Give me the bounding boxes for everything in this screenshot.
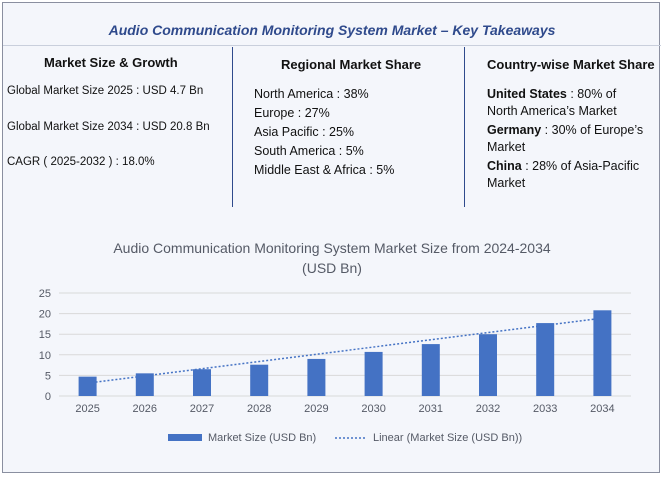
page-title: Audio Communication Monitoring System Ma… xyxy=(108,22,556,38)
country-china-share: : 28% of Asia-Pacific xyxy=(521,159,640,173)
region-asia-pacific: Asia Pacific : 25% xyxy=(254,125,355,139)
market-cagr: CAGR ( 2025-2032 ) : 18.0% xyxy=(7,156,155,168)
legend-swatch-bars xyxy=(168,434,202,441)
bar-2025 xyxy=(78,376,97,396)
infographic-frame: Audio Communication Monitoring System Ma… xyxy=(2,2,661,473)
market-size-2034: Global Market Size 2034 : USD 20.8 Bn xyxy=(7,121,210,133)
column-divider-left xyxy=(232,47,233,207)
country-us-line2: North America’s Market xyxy=(487,104,617,118)
region-south-america: South America : 5% xyxy=(254,144,364,158)
x-tick-label: 2029 xyxy=(304,403,328,415)
country-china-name: China xyxy=(487,159,522,173)
bar-2029 xyxy=(307,358,326,396)
x-tick-label: 2028 xyxy=(247,403,271,415)
x-tick-label: 2026 xyxy=(133,403,157,415)
y-tick-label: 10 xyxy=(39,350,51,362)
region-north-america: North America : 38% xyxy=(254,87,369,101)
country-us: United States : 80% of xyxy=(487,87,616,101)
country-us-name: United States xyxy=(487,87,567,101)
x-tick-label: 2025 xyxy=(75,403,99,415)
bar-2027 xyxy=(193,369,211,396)
market-size-title: Market Size & Growth xyxy=(44,55,178,70)
country-us-share: : 80% of xyxy=(566,87,617,101)
region-europe: Europe : 27% xyxy=(254,106,330,120)
country-china: China : 28% of Asia-Pacific xyxy=(487,159,639,173)
y-tick-label: 0 xyxy=(45,391,51,403)
country-china-line2: Market xyxy=(487,176,526,190)
x-tick-label: 2027 xyxy=(190,403,214,415)
bar-2028 xyxy=(250,364,269,396)
country-germany: Germany : 30% of Europe’s xyxy=(487,123,643,137)
y-tick-label: 20 xyxy=(39,309,51,321)
x-tick-label: 2032 xyxy=(476,403,500,415)
legend-label-trend: Linear (Market Size (USD Bn)) xyxy=(373,432,522,444)
regional-title: Regional Market Share xyxy=(281,57,422,72)
column-divider-right xyxy=(464,47,465,207)
chart-title: Audio Communication Monitoring System Ma… xyxy=(113,240,551,256)
country-germany-share: : 30% of Europe’s xyxy=(541,123,644,137)
y-tick-label: 5 xyxy=(45,370,51,382)
legend-label-bars: Market Size (USD Bn) xyxy=(208,432,316,444)
header-divider xyxy=(3,45,661,46)
y-tick-label: 25 xyxy=(39,288,51,300)
country-germany-line2: Market xyxy=(487,140,526,154)
trendline xyxy=(87,317,603,384)
market-size-2025: Global Market Size 2025 : USD 4.7 Bn xyxy=(7,85,204,97)
country-germany-name: Germany xyxy=(487,123,542,137)
chart-subtitle: (USD Bn) xyxy=(302,260,362,276)
bar-2034 xyxy=(593,310,612,396)
x-tick-label: 2033 xyxy=(533,403,557,415)
y-tick-label: 15 xyxy=(39,329,51,341)
country-title: Country-wise Market Share xyxy=(487,57,655,72)
bar-2026 xyxy=(135,373,154,396)
x-tick-label: 2031 xyxy=(419,403,443,415)
bar-2030 xyxy=(364,351,383,396)
bar-2031 xyxy=(421,344,440,396)
region-mea: Middle East & Africa : 5% xyxy=(254,163,395,177)
x-tick-label: 2030 xyxy=(361,403,385,415)
bar-2033 xyxy=(536,323,555,396)
bar-2032 xyxy=(479,334,497,396)
x-tick-label: 2034 xyxy=(590,403,614,415)
